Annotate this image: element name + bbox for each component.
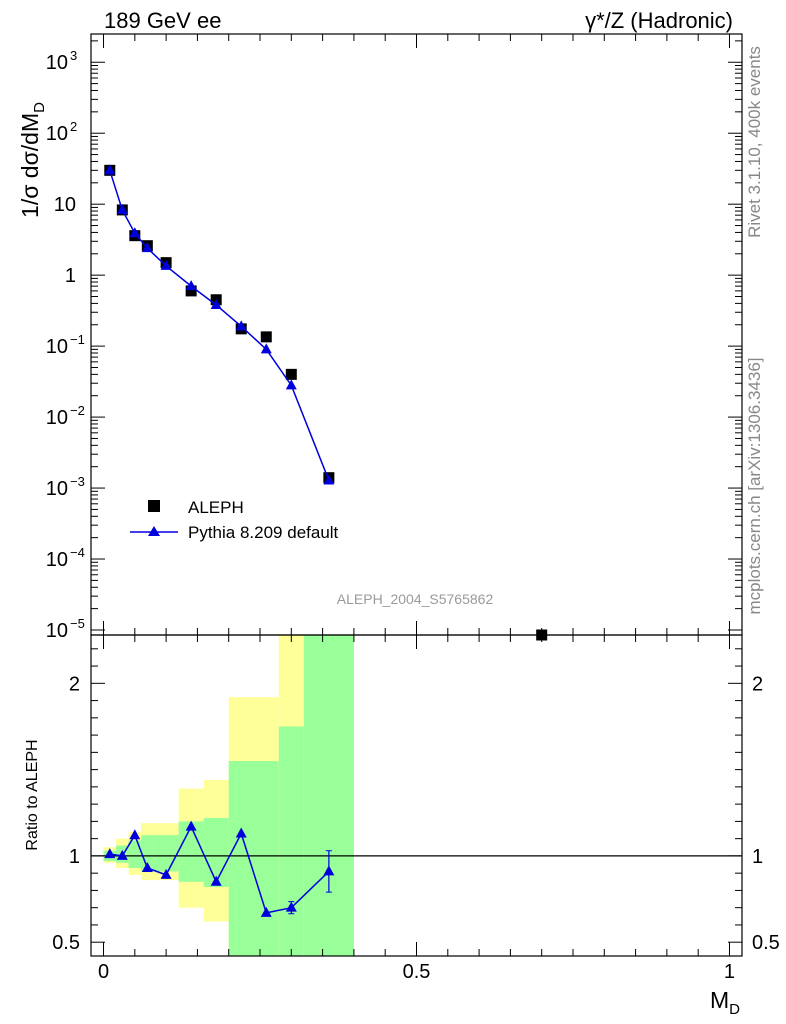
rivet-label: Rivet 3.1.10, 400k events <box>745 46 764 238</box>
main-ytick-exp-7: −4 <box>70 545 85 560</box>
main-ytick-label-0: 10 <box>46 52 68 74</box>
x-axis-label-sub: D <box>729 1001 740 1018</box>
main-ytick-exp-5: −2 <box>70 403 85 418</box>
main-ytick-exp-0: 3 <box>70 48 77 63</box>
green-band-9 <box>303 635 354 956</box>
aleph-point-9 <box>285 368 297 380</box>
ratio-point-0 <box>104 848 116 859</box>
mcplots-label: mcplots.cern.ch [arXiv:1306.3436] <box>745 357 764 614</box>
pythia-point-6 <box>210 298 222 309</box>
main-ytick-label-1: 10 <box>46 123 68 145</box>
main-ytick-label-3: 1 <box>65 265 76 287</box>
green-band-7 <box>228 760 279 956</box>
x-axis-label: MD <box>710 987 740 1018</box>
pythia-line <box>109 170 330 481</box>
legend: ALEPH Pythia 8.209 default <box>130 498 339 542</box>
aleph-point-8 <box>260 331 272 343</box>
green-band-6 <box>203 817 229 887</box>
main-ytick-exp-6: −3 <box>70 474 85 489</box>
data-layer <box>104 164 548 917</box>
title-left: 189 GeV ee <box>104 8 221 33</box>
x-axis-label-text: M <box>710 987 729 1013</box>
green-band-2 <box>128 840 142 868</box>
ratio-point-4 <box>160 868 172 879</box>
main-ytick-label-2: 10 <box>54 194 76 216</box>
main-frame <box>90 33 743 636</box>
green-band-4 <box>153 835 179 872</box>
pythia-point-9 <box>285 379 297 390</box>
main-ylabel-text: 1/σ dσ/dM <box>17 113 43 218</box>
ratio-ylabel: Ratio to ALEPH <box>24 739 41 850</box>
ratio-ytick-label-right-1: 1 <box>752 846 763 868</box>
main-ytick-label-6: 10 <box>46 478 68 500</box>
aleph-point-5 <box>185 285 197 297</box>
legend-data-label: ALEPH <box>188 498 244 517</box>
ratio-ytick-label-0: 0.5 <box>52 932 80 954</box>
pythia-point-5 <box>185 280 197 291</box>
pythia-point-10 <box>323 474 335 485</box>
ratio-bands <box>103 635 354 956</box>
legend-data-marker <box>148 500 160 512</box>
ratio-ytick-label-1: 1 <box>69 846 80 868</box>
x-tick-label-2: 1 <box>724 961 735 983</box>
green-band-5 <box>178 821 204 882</box>
x-tick-label-0: 0 <box>98 961 109 983</box>
main-ytick-label-4: 10 <box>46 336 68 358</box>
ratio-point-1 <box>116 849 128 860</box>
legend-mc-label: Pythia 8.209 default <box>188 523 339 542</box>
ratio-ytick-label-right-0: 0.5 <box>752 932 780 954</box>
ratio-ytick-label-right-2: 2 <box>752 673 763 695</box>
pythia-point-1 <box>116 203 128 214</box>
ratio-point-9 <box>285 901 297 912</box>
pythia-point-2 <box>129 227 141 238</box>
pythia-point-7 <box>235 320 247 331</box>
title-right: γ*/Z (Hadronic) <box>585 8 733 33</box>
main-ytick-label-8: 10 <box>46 620 68 642</box>
green-band-8 <box>278 726 304 956</box>
main-ytick-exp-1: 2 <box>70 119 77 134</box>
ratio-point-10 <box>323 865 335 876</box>
main-ytick-exp-4: −1 <box>70 332 85 347</box>
ratio-point-3 <box>141 861 153 872</box>
ratio-ytick-label-2: 2 <box>69 673 80 695</box>
aleph-point-11 <box>536 629 548 641</box>
pythia-point-4 <box>160 259 172 270</box>
ratio-point-7 <box>235 827 247 838</box>
ratio-point-8 <box>260 906 272 917</box>
pythia-point-3 <box>141 242 153 253</box>
x-tick-label-1: 0.5 <box>403 961 431 983</box>
main-ytick-label-5: 10 <box>46 407 68 429</box>
green-band-3 <box>141 835 154 872</box>
ratio-point-2 <box>129 829 141 840</box>
legend-mc-marker <box>148 526 160 536</box>
pythia-point-8 <box>260 343 272 354</box>
ratio-point-5 <box>185 820 197 831</box>
svg-text:1/σ dσ/dMD: 1/σ dσ/dMD <box>17 102 48 218</box>
ratio-point-6 <box>210 875 222 886</box>
analysis-annotation: ALEPH_2004_S5765862 <box>337 591 494 607</box>
main-ylabel-sub: D <box>31 102 48 113</box>
main-ytick-exp-8: −5 <box>70 616 85 631</box>
main-ylabel: 1/σ dσ/dMD <box>17 102 48 218</box>
main-ytick-label-7: 10 <box>46 549 68 571</box>
pythia-point-0 <box>104 164 116 175</box>
